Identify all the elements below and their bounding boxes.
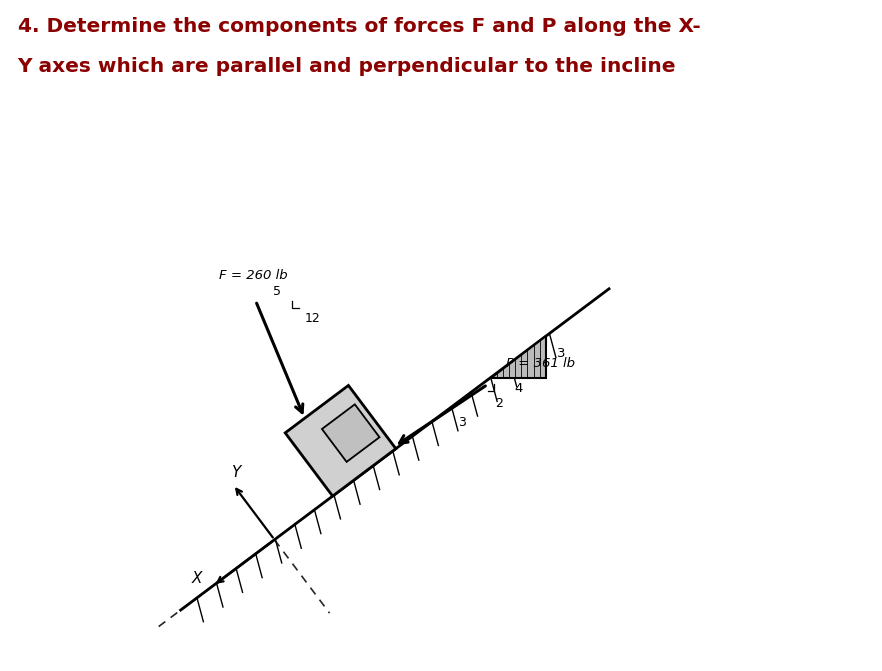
Text: 3: 3 xyxy=(459,416,466,429)
Text: 3: 3 xyxy=(557,347,565,360)
Text: 12: 12 xyxy=(305,311,321,325)
Polygon shape xyxy=(285,385,396,496)
Text: X: X xyxy=(191,571,202,586)
Text: P = 361 lb: P = 361 lb xyxy=(505,356,574,370)
Text: Y axes which are parallel and perpendicular to the incline: Y axes which are parallel and perpendicu… xyxy=(18,57,676,76)
Polygon shape xyxy=(490,336,546,378)
Text: 4: 4 xyxy=(514,382,522,395)
Text: 2: 2 xyxy=(495,397,503,411)
Text: Y: Y xyxy=(231,465,241,480)
Polygon shape xyxy=(322,405,379,462)
Text: 5: 5 xyxy=(273,285,281,297)
Text: 4. Determine the components of forces F and P along the X-: 4. Determine the components of forces F … xyxy=(18,17,700,36)
Text: F = 260 lb: F = 260 lb xyxy=(219,269,288,282)
